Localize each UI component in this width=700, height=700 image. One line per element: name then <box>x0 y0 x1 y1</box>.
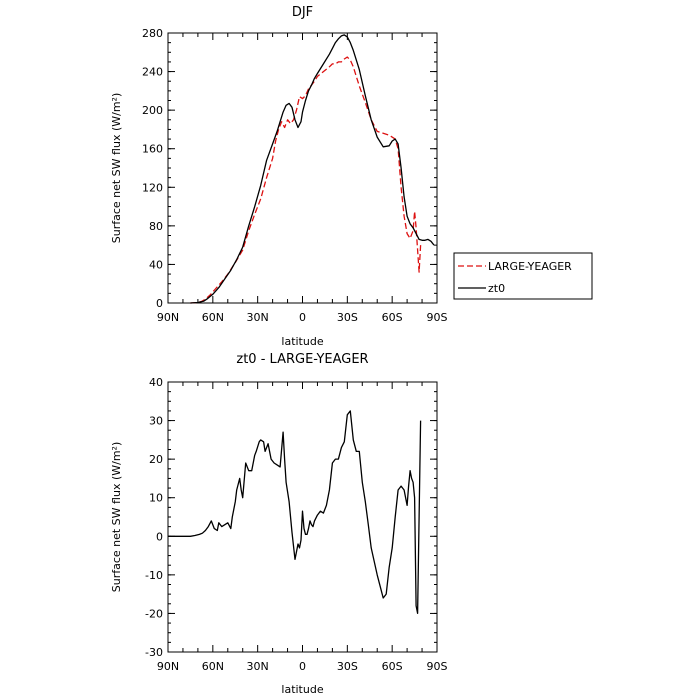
y-tick-label: 280 <box>142 27 163 40</box>
x-tick-label: 90N <box>157 660 179 673</box>
y-tick-label: 0 <box>156 530 163 543</box>
y-tick-label: 120 <box>142 181 163 194</box>
x-tick-label: 30N <box>247 311 269 324</box>
y-tick-label: -20 <box>145 607 163 620</box>
x-tick-label: 60S <box>382 660 403 673</box>
chart-panel-top: 90N 60N 30N 0 30S 60S 90S 0 40 80 120 160 200 240 280 D… <box>110 5 448 348</box>
x-tick-label: 30N <box>247 660 269 673</box>
series-line <box>190 56 422 304</box>
legend: LARGE-YEAGER zt0 <box>453 252 593 300</box>
y-tick-label: 80 <box>149 220 163 233</box>
y-tick-label: 0 <box>156 297 163 310</box>
x-tick-label: 0 <box>299 311 306 324</box>
x-tick-label: 0 <box>299 660 306 673</box>
series-line <box>168 410 422 615</box>
y-tick-label: -30 <box>145 646 163 659</box>
chart-panel-bottom: 90N 60N 30N 0 30S 60S 90S -30 -20 -10 0 10 20 30 40 zt0… <box>110 352 448 696</box>
x-tick-label: 90S <box>427 660 448 673</box>
series-line <box>190 34 435 304</box>
y-tick-label: 30 <box>149 415 163 428</box>
y-axis-label: Surface net SW flux (W/m²) <box>110 442 123 593</box>
x-tick-label: 30S <box>337 660 358 673</box>
x-tick-label: 60S <box>382 311 403 324</box>
x-axis-label: latitude <box>281 683 323 696</box>
x-tick-label: 60N <box>202 311 224 324</box>
y-tick-label: -10 <box>145 569 163 582</box>
y-tick-label: 40 <box>149 258 163 271</box>
y-tick-label: 200 <box>142 104 163 117</box>
legend-box <box>453 252 593 300</box>
y-tick-label: 10 <box>149 492 163 505</box>
y-axis-label: Surface net SW flux (W/m²) <box>110 93 123 244</box>
x-tick-label: 90S <box>427 311 448 324</box>
x-axis-label: latitude <box>281 335 323 348</box>
x-tick-label: 60N <box>202 660 224 673</box>
y-tick-label: 40 <box>149 376 163 389</box>
y-tick-label: 240 <box>142 66 163 79</box>
chart-title: zt0 - LARGE-YEAGER <box>236 352 368 367</box>
x-tick-label: 30S <box>337 311 358 324</box>
y-tick-label: 160 <box>142 143 163 156</box>
y-tick-label: 20 <box>149 453 163 466</box>
x-tick-label: 90N <box>157 311 179 324</box>
plot-frame <box>167 32 438 304</box>
legend-entry: zt0 <box>488 282 505 295</box>
legend-entry: LARGE-YEAGER <box>488 260 572 273</box>
chart-title: DJF <box>292 5 313 20</box>
